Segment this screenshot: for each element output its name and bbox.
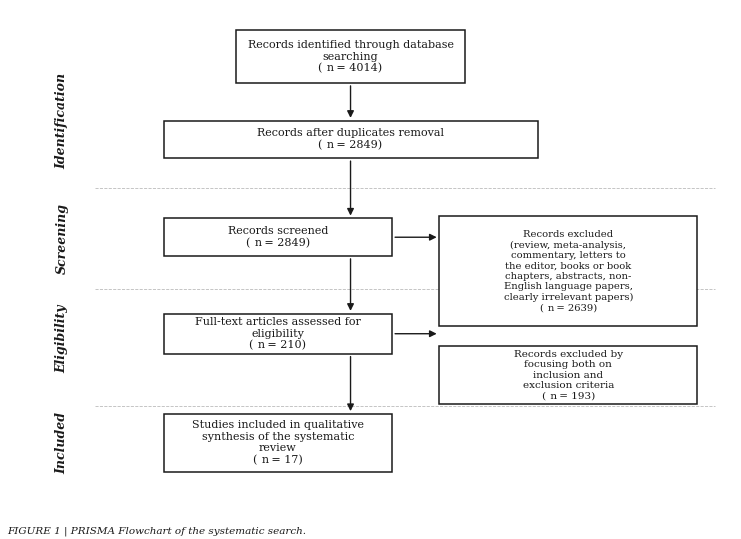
Text: Records screened
(  n = 2849): Records screened ( n = 2849) bbox=[227, 226, 328, 248]
FancyBboxPatch shape bbox=[439, 216, 697, 326]
Text: Full-text articles assessed for
eligibility
(  n = 210): Full-text articles assessed for eligibil… bbox=[195, 317, 361, 350]
Text: Studies included in qualitative
synthesis of the systematic
review
(  n = 17): Studies included in qualitative synthesi… bbox=[192, 420, 364, 465]
FancyBboxPatch shape bbox=[164, 218, 392, 256]
Text: Screening: Screening bbox=[56, 203, 68, 274]
FancyBboxPatch shape bbox=[439, 346, 697, 404]
Text: Records identified through database
searching
(  n = 4014): Records identified through database sear… bbox=[247, 40, 453, 73]
Text: FIGURE 1 | PRISMA Flowchart of the systematic search.: FIGURE 1 | PRISMA Flowchart of the syste… bbox=[7, 527, 307, 536]
FancyBboxPatch shape bbox=[236, 30, 465, 83]
FancyBboxPatch shape bbox=[164, 121, 537, 158]
Text: Records after duplicates removal
(  n = 2849): Records after duplicates removal ( n = 2… bbox=[257, 128, 444, 150]
Text: Records excluded by
focusing both on
inclusion and
exclusion criteria
(  n = 193: Records excluded by focusing both on inc… bbox=[514, 350, 623, 400]
Text: Identification: Identification bbox=[56, 73, 68, 169]
FancyBboxPatch shape bbox=[164, 414, 392, 472]
FancyBboxPatch shape bbox=[164, 314, 392, 354]
Text: Included: Included bbox=[56, 412, 68, 474]
Text: Eligibility: Eligibility bbox=[56, 305, 68, 373]
Text: Records excluded
(review, meta-analysis,
commentary, letters to
the editor, book: Records excluded (review, meta-analysis,… bbox=[504, 230, 633, 312]
